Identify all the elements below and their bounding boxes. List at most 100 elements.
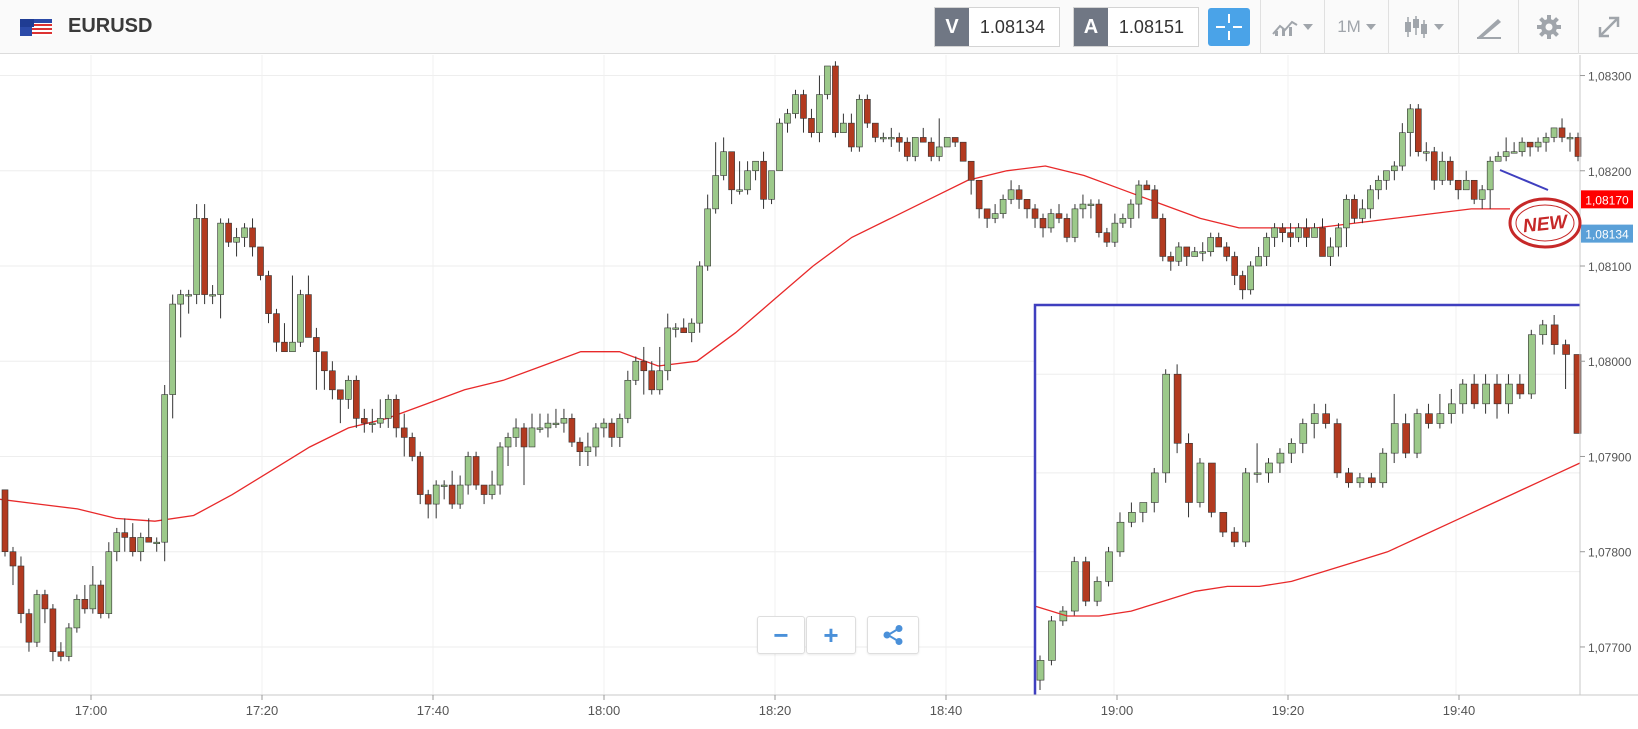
inset-candle-body — [1242, 472, 1250, 543]
candle-body — [1127, 203, 1135, 219]
candle-body — [1311, 227, 1318, 238]
inset-candle-body — [1299, 423, 1308, 444]
inset-candle-body — [1288, 442, 1296, 454]
candle-body — [1007, 189, 1015, 200]
candle-body — [1399, 132, 1406, 167]
candle-body — [1183, 246, 1191, 257]
fullscreen-icon — [1598, 16, 1619, 38]
candle-body — [1215, 237, 1222, 248]
candle-body — [792, 94, 799, 114]
zoom-in-button[interactable]: + — [806, 616, 856, 654]
inset-candle-body — [1196, 462, 1205, 503]
share-button[interactable] — [867, 616, 919, 654]
ask-label: A — [1074, 8, 1108, 46]
y-tick-label: 1,07800 — [1588, 546, 1632, 560]
candle-body — [233, 237, 240, 243]
candle-body — [1039, 218, 1047, 229]
candle-body — [289, 341, 296, 353]
y-tick-label: 1,07700 — [1588, 641, 1632, 655]
candle-body — [672, 327, 680, 330]
candle-body — [1470, 179, 1478, 200]
drawing-tools-button[interactable] — [1458, 0, 1518, 54]
inset-candle-body — [1322, 413, 1330, 424]
candle-body — [1247, 265, 1254, 291]
new-stamp: NEW — [1508, 197, 1582, 249]
fullscreen-button[interactable] — [1578, 0, 1638, 54]
inset-candle-body — [1345, 472, 1353, 484]
chart-toolbar: EURUSD V 1.08134 A 1.08151 1M — [0, 0, 1638, 54]
x-axis: 17:00 17:20 17:40 18:00 18:20 18:40 19:00 19:20… — [75, 695, 1475, 718]
candle-body — [576, 441, 584, 453]
candle-body — [544, 422, 552, 429]
timeframe-button[interactable]: 1M — [1324, 0, 1388, 54]
candle-body — [1111, 222, 1119, 243]
candle-body — [552, 422, 560, 425]
candle-body — [448, 484, 456, 505]
candle-body — [959, 141, 967, 162]
candle-body — [1263, 237, 1270, 257]
candle-body — [368, 422, 376, 425]
inset-candle-body — [1150, 472, 1159, 503]
bid-price-label: 1,08134 — [1585, 228, 1629, 242]
candle-body — [472, 456, 480, 486]
candle-body — [25, 613, 33, 643]
chart-style-button[interactable] — [1260, 0, 1324, 54]
crosshair-button[interactable] — [1208, 8, 1250, 46]
candle-body — [113, 532, 121, 553]
candle-body — [424, 494, 432, 505]
candle-body — [648, 370, 656, 391]
settings-button[interactable] — [1518, 0, 1578, 54]
inset-candle-body — [1310, 413, 1319, 424]
candle-body — [1383, 170, 1390, 181]
candle-body — [97, 584, 105, 614]
zoom-inset — [1033, 169, 1582, 695]
candle-body — [816, 94, 823, 133]
candle-body — [1534, 141, 1542, 148]
candle-body — [1231, 256, 1238, 276]
y-tick-label: 1,08000 — [1588, 355, 1632, 369]
candle-body — [1279, 227, 1286, 233]
bid-quote[interactable]: V 1.08134 — [934, 7, 1060, 47]
candle-body — [400, 427, 408, 438]
candle-body — [337, 389, 344, 400]
candle-body — [249, 227, 256, 248]
inset-candle-body — [1402, 423, 1410, 454]
line-chart-icon — [1272, 20, 1298, 36]
candle-body — [1239, 275, 1246, 291]
flag-icon — [20, 19, 52, 36]
candle-body — [800, 94, 807, 119]
candle-body — [121, 532, 129, 538]
inset-candle-body — [1516, 383, 1525, 395]
candle-body — [488, 484, 496, 495]
ask-quote[interactable]: A 1.08151 — [1073, 7, 1199, 47]
candlestick-chart[interactable]: 1,08300 1,08200 1,08100 1,08000 1,07900 1,078… — [0, 55, 1638, 729]
candle-body — [520, 427, 528, 448]
candle-body — [1047, 213, 1055, 229]
candle-body — [1071, 208, 1079, 238]
price-chart[interactable]: 1,08300 1,08200 1,08100 1,08000 1,07900 1,078… — [0, 55, 1638, 729]
candle-body — [744, 170, 751, 191]
candle-body — [73, 599, 81, 629]
candle-body — [225, 222, 232, 243]
inset-candle-body — [1436, 413, 1445, 424]
candle-body — [169, 303, 176, 395]
inset-candle-body — [1333, 423, 1342, 474]
candle-body — [1327, 246, 1334, 257]
candle-type-button[interactable] — [1388, 0, 1458, 54]
zoom-out-button[interactable]: − — [757, 616, 805, 654]
candle-body — [1295, 227, 1302, 238]
candle-body — [105, 551, 113, 614]
candle-body — [1159, 218, 1167, 257]
candle-body — [1015, 189, 1023, 200]
candle-body — [776, 122, 783, 172]
candle-body — [927, 141, 935, 157]
x-tick-label: 17:40 — [417, 703, 450, 718]
inset-candle-body — [1036, 660, 1045, 681]
candle-body — [895, 137, 903, 143]
candle-body — [616, 418, 624, 438]
candle-body — [824, 65, 831, 95]
candle-body — [1438, 160, 1446, 181]
candle-body — [1574, 137, 1582, 157]
inset-candle-body — [1505, 383, 1513, 405]
inset-candle-body — [1413, 413, 1422, 454]
